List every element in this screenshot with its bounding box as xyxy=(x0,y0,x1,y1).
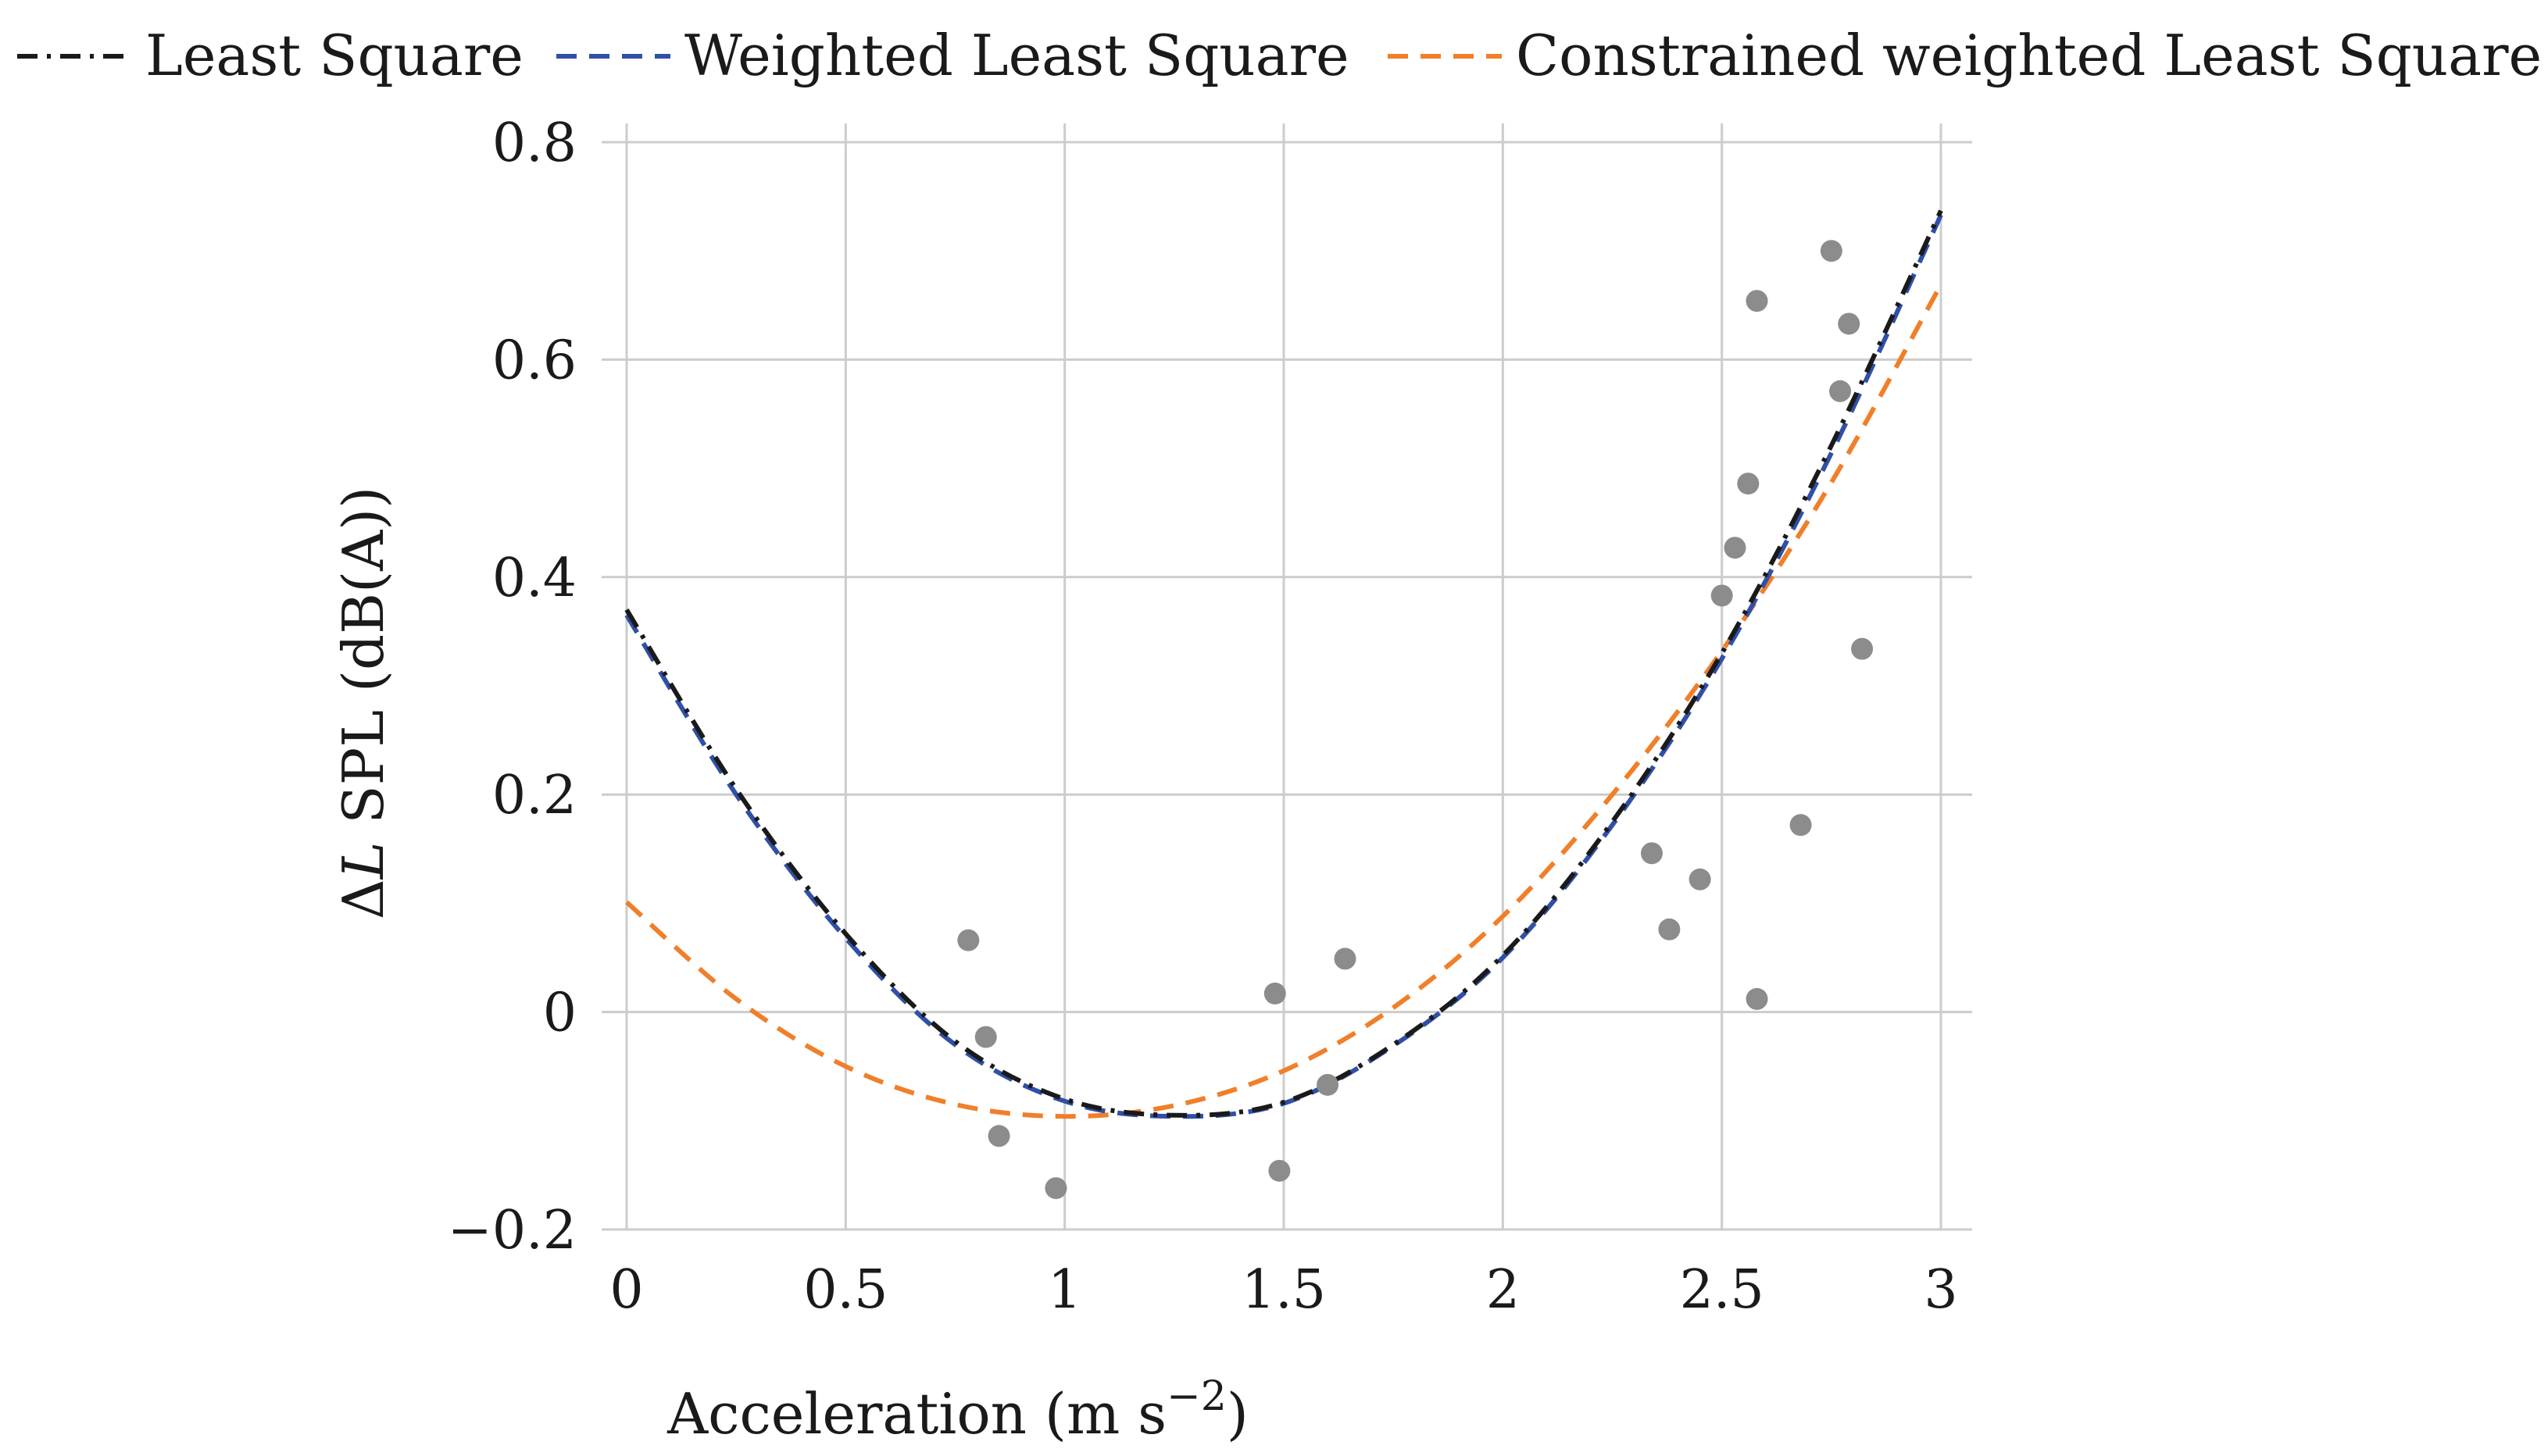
data-point xyxy=(1829,380,1852,402)
data-point xyxy=(1334,947,1356,970)
data-point xyxy=(1746,987,1768,1010)
data-point xyxy=(1851,637,1874,660)
x-tick-label: 0.5 xyxy=(803,1259,888,1321)
data-point xyxy=(1724,537,1746,559)
legend-label-least-square: Least Square xyxy=(145,23,524,88)
legend-item-weighted-least-square: Weighted Least Square xyxy=(556,23,1349,88)
x-tick-label: 2.5 xyxy=(1680,1259,1764,1321)
x-tick-label: 2 xyxy=(1486,1259,1520,1321)
data-point xyxy=(988,1125,1010,1147)
grid xyxy=(602,123,1972,1231)
y-tick-label: 0 xyxy=(543,983,577,1044)
x-tick-label: 3 xyxy=(1924,1259,1957,1321)
legend: Least Square Weighted Least Square Const… xyxy=(17,23,2542,88)
data-point xyxy=(1710,584,1733,607)
data-point xyxy=(1838,312,1860,335)
data-point xyxy=(1317,1073,1339,1096)
y-tick-label: 0.6 xyxy=(492,330,577,391)
y-axis-title: ΔL SPL (dB(A)) xyxy=(331,487,396,920)
legend-label-constrained-weighted-least-square: Constrained weighted Least Square xyxy=(1516,23,2542,88)
y-axis-title-delta: Δ xyxy=(331,879,396,919)
legend-item-least-square: Least Square xyxy=(17,23,524,88)
x-tick-label: 0 xyxy=(609,1259,643,1321)
data-point xyxy=(974,1026,997,1048)
data-point xyxy=(1045,1177,1067,1200)
data-point xyxy=(1820,240,1842,262)
scatter-points xyxy=(957,240,1874,1200)
data-point xyxy=(1658,918,1681,940)
data-point xyxy=(1263,982,1286,1005)
y-tick-label: 0.2 xyxy=(492,765,577,826)
y-axis-title-italic: L xyxy=(331,841,396,880)
data-point xyxy=(1268,1159,1291,1182)
data-point xyxy=(1746,290,1768,312)
data-point xyxy=(1689,868,1711,890)
tick-labels: 0 0.5 1 1.5 2 2.5 3 −0.2 0 0.2 0.4 0.6 0.8 xyxy=(448,112,1958,1321)
x-tick-label: 1.5 xyxy=(1242,1259,1326,1321)
series-line-weighted-least-square xyxy=(624,214,1943,1119)
x-axis-title-main: Acceleration (m s xyxy=(666,1381,1167,1447)
y-tick-label: 0.4 xyxy=(492,548,577,609)
legend-label-weighted-least-square: Weighted Least Square xyxy=(684,23,1349,88)
y-axis-title-rest: SPL (dB(A)) xyxy=(331,487,396,842)
data-point xyxy=(1640,842,1663,865)
series-line-constrained-weighted-least-square xyxy=(625,283,1943,1119)
x-tick-label: 1 xyxy=(1048,1259,1081,1321)
data-point xyxy=(957,929,980,951)
data-point xyxy=(1737,473,1760,495)
data-point xyxy=(1789,814,1812,837)
y-tick-label: 0.8 xyxy=(492,112,577,174)
x-axis-title-exponent: −2 xyxy=(1167,1373,1227,1420)
x-axis-title-close: ) xyxy=(1227,1381,1249,1447)
legend-item-constrained-weighted-least-square: Constrained weighted Least Square xyxy=(1388,23,2542,88)
x-axis-title: Acceleration (m s−2) xyxy=(666,1373,1249,1447)
y-tick-label: −0.2 xyxy=(448,1200,577,1262)
